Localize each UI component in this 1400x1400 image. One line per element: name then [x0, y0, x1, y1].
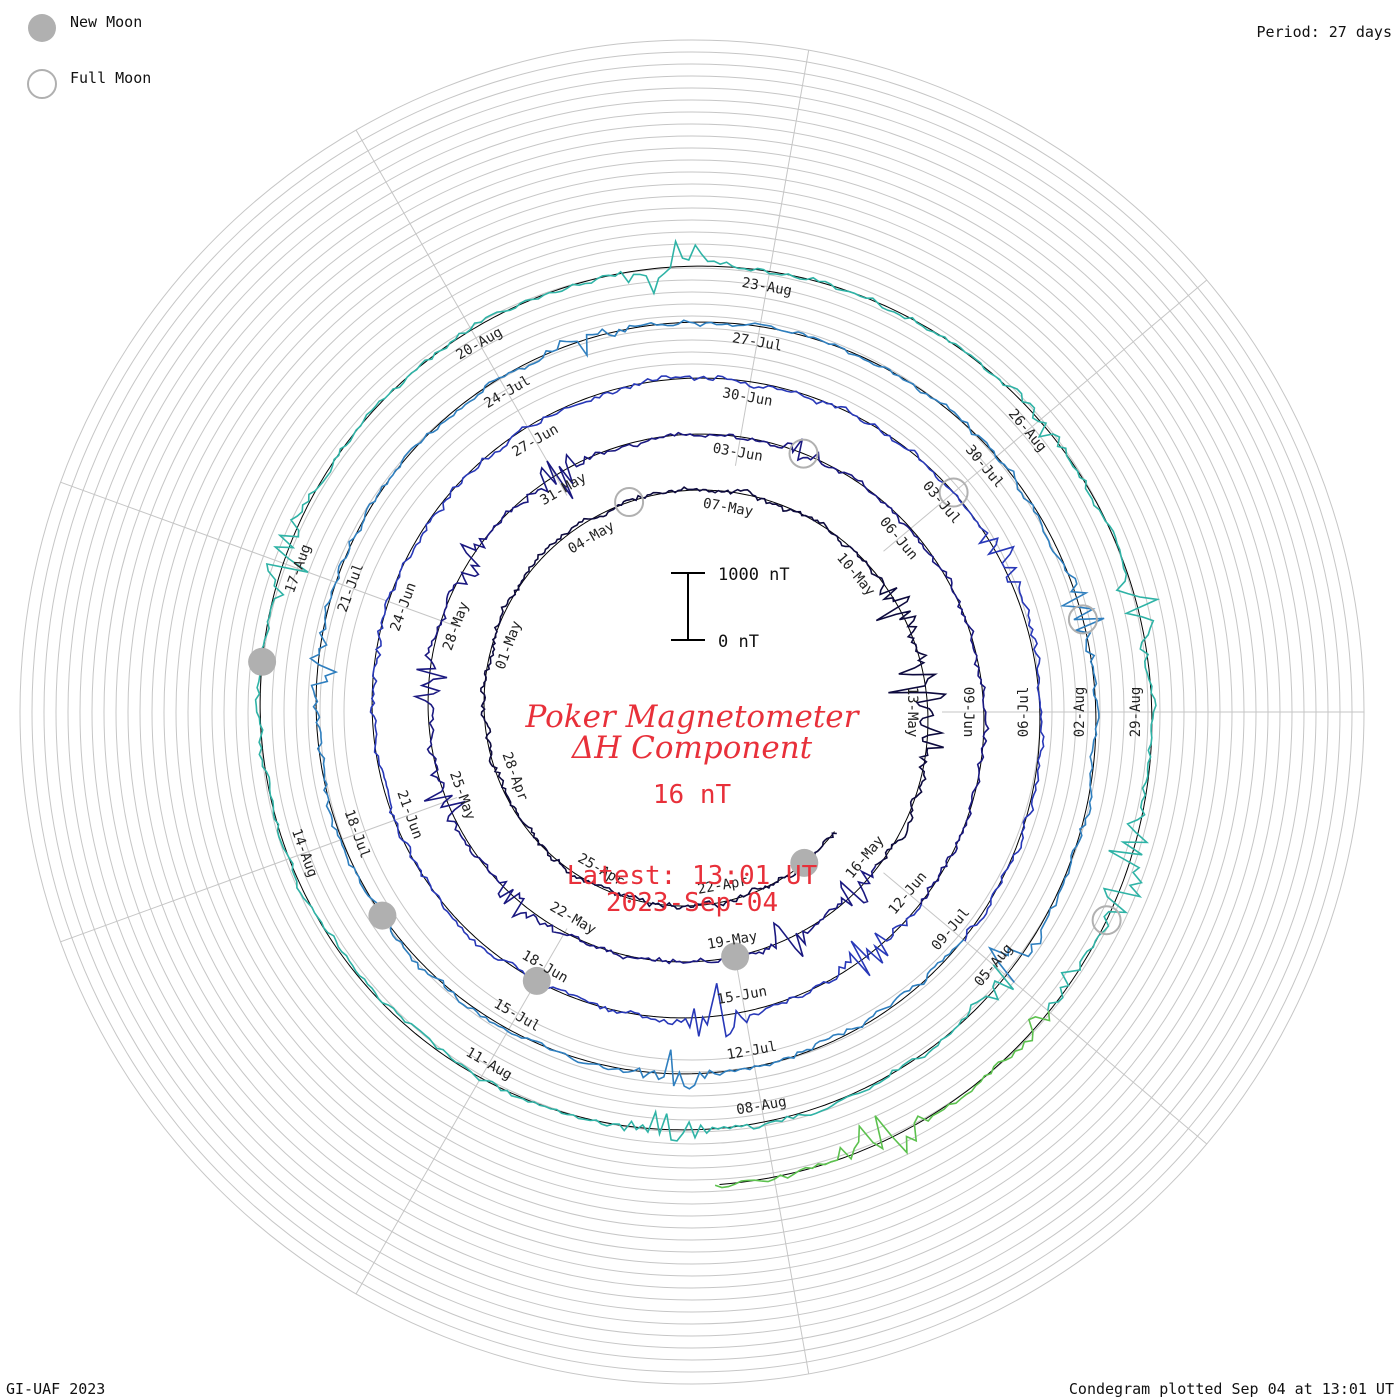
footer-credit: GI-UAF 2023: [6, 1380, 105, 1398]
new-moon-marker: [721, 942, 750, 971]
date-label: 12-Jun: [886, 869, 931, 918]
series-line: [254, 238, 1161, 1142]
date-label: 28-May: [440, 600, 472, 653]
grid-spoke: [60, 797, 458, 943]
latest-time: Latest: 13:01 UT: [567, 861, 818, 891]
date-label: 24-Jun: [387, 580, 419, 633]
full-moon-marker: [1091, 905, 1122, 936]
date-label: 02-Aug: [1072, 687, 1088, 738]
date-label: 04-May: [565, 518, 617, 557]
footer-plotted: Condegram plotted Sep 04 at 13:01 UT: [1069, 1380, 1394, 1398]
series-line: [412, 431, 990, 965]
date-label: 27-Jul: [731, 330, 784, 355]
date-label: 03-Jun: [711, 440, 764, 465]
grid-spoke: [883, 279, 1208, 552]
chart-subtitle: ΔH Component: [571, 730, 813, 766]
scale-bar-bottom-label: 0 nT: [718, 632, 759, 652]
date-label: 29-Aug: [1128, 687, 1144, 738]
date-label: 30-Jul: [962, 442, 1007, 491]
new-moon-legend-label: New Moon: [70, 13, 142, 31]
data-series: [254, 238, 1161, 1189]
full-moon-marker: [1067, 604, 1098, 635]
latest-date: 2023-Sep-04: [606, 888, 778, 918]
series-line: [308, 319, 1105, 1090]
grid-spoke: [60, 481, 458, 627]
period-label: Period: 27 days: [1257, 23, 1392, 41]
series-line: [714, 1011, 1051, 1189]
date-label: 09-Jun: [960, 687, 976, 738]
grid-spoke: [734, 50, 810, 466]
full-moon-marker: [614, 487, 645, 517]
date-label: 08-Aug: [735, 1094, 788, 1119]
date-label: 16-May: [843, 833, 888, 882]
series-line: [369, 374, 1045, 1038]
date-label: 20-Aug: [453, 324, 505, 363]
date-label: 07-May: [702, 496, 755, 521]
date-label: 21-Jul: [335, 561, 367, 614]
date-label: 27-Jun: [509, 421, 561, 460]
date-label: 13-May: [904, 687, 920, 738]
series-line: [480, 486, 948, 910]
grid-spoke: [734, 958, 810, 1374]
full-moon-legend-label: Full Moon: [70, 69, 151, 87]
date-label: 10-May: [833, 550, 878, 599]
new-moon-legend-icon: [28, 14, 56, 42]
new-moon-marker: [248, 647, 277, 676]
moon-markers: [248, 438, 1122, 995]
date-label: 30-Jun: [721, 385, 774, 410]
scale-bar-top-label: 1000 nT: [718, 565, 790, 585]
date-label: 11-Aug: [463, 1044, 515, 1083]
date-label: 06-Jul: [1016, 687, 1032, 738]
date-label: 12-Jul: [726, 1039, 779, 1064]
grid-spoke: [355, 129, 568, 496]
new-moon-marker: [790, 848, 819, 877]
date-label: 15-Jun: [716, 984, 769, 1009]
date-label: 28-Apr: [499, 750, 531, 803]
full-moon-marker: [938, 477, 969, 508]
new-moon-marker: [522, 966, 551, 995]
current-value: 16 nT: [653, 780, 732, 810]
full-moon-marker: [788, 438, 819, 469]
grid-spoke: [883, 872, 1208, 1145]
chart-title: Poker Magnetometer: [525, 699, 861, 735]
new-moon-marker: [368, 901, 397, 930]
full-moon-legend-icon: [27, 69, 57, 99]
